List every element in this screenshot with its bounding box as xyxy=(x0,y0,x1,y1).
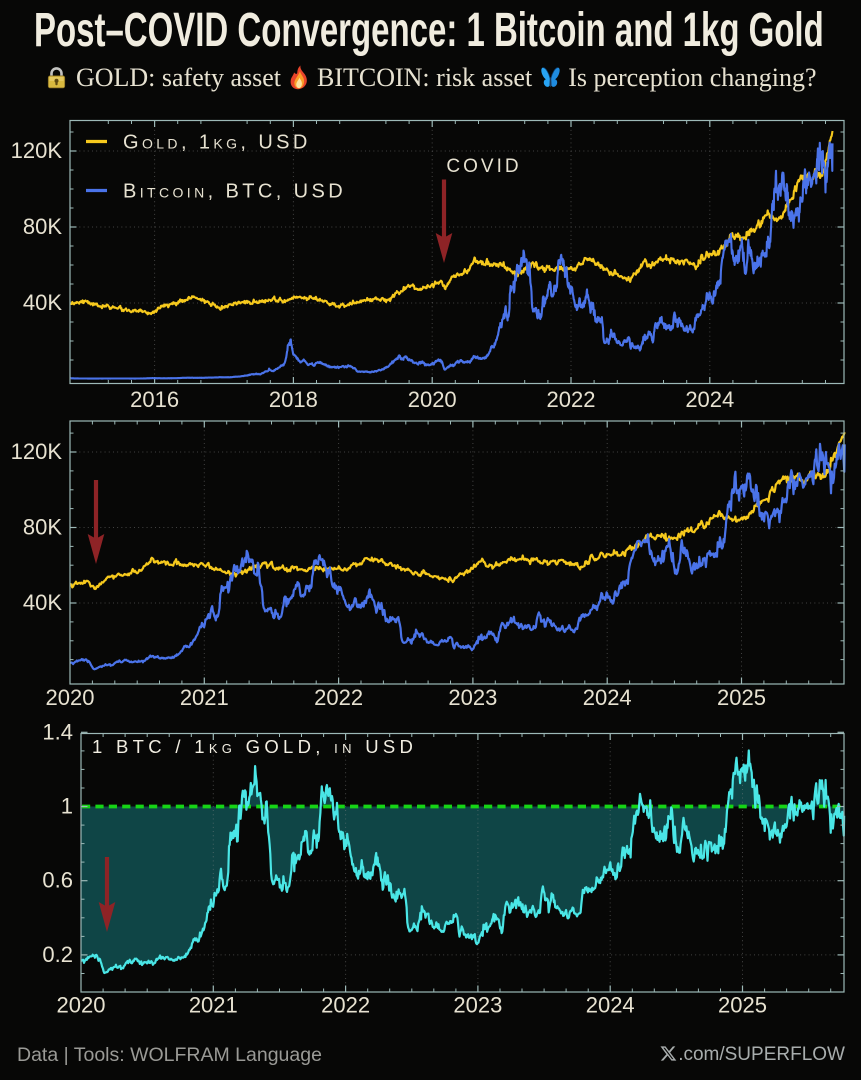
svg-text:2016: 2016 xyxy=(130,387,179,412)
svg-text:120K: 120K xyxy=(11,138,63,163)
svg-text:0.6: 0.6 xyxy=(42,868,73,893)
svg-text:Bitcoin, BTC, USD: Bitcoin, BTC, USD xyxy=(123,181,346,203)
svg-text:2024: 2024 xyxy=(583,685,632,710)
svg-text:0.2: 0.2 xyxy=(42,942,73,967)
svg-text:2020: 2020 xyxy=(408,387,457,412)
svg-text:2025: 2025 xyxy=(717,685,766,710)
svg-text:1.4: 1.4 xyxy=(42,719,73,744)
svg-text:2020: 2020 xyxy=(57,993,106,1018)
svg-text:2023: 2023 xyxy=(453,993,502,1018)
svg-text:2021: 2021 xyxy=(180,685,229,710)
svg-text:2020: 2020 xyxy=(46,685,95,710)
svg-text:2022: 2022 xyxy=(314,685,363,710)
svg-text:2018: 2018 xyxy=(269,387,318,412)
svg-text:2025: 2025 xyxy=(718,993,767,1018)
svg-text:2024: 2024 xyxy=(586,993,635,1018)
svg-text:2022: 2022 xyxy=(547,387,596,412)
svg-text:1 BTC / 1kg GOLD, in USD: 1 BTC / 1kg GOLD, in USD xyxy=(92,736,417,757)
svg-text:2024: 2024 xyxy=(685,387,734,412)
svg-text:2023: 2023 xyxy=(448,685,497,710)
svg-text:120K: 120K xyxy=(11,439,63,464)
svg-text:80K: 80K xyxy=(23,214,62,239)
svg-text:Gold, 1kg, USD: Gold, 1kg, USD xyxy=(123,132,311,154)
svg-text:80K: 80K xyxy=(23,515,62,540)
svg-text:2022: 2022 xyxy=(321,993,370,1018)
svg-text:40K: 40K xyxy=(23,290,62,315)
svg-text:COVID: COVID xyxy=(446,156,521,177)
svg-text:40K: 40K xyxy=(23,590,62,615)
svg-text:2021: 2021 xyxy=(189,993,238,1018)
svg-text:1: 1 xyxy=(61,794,73,819)
